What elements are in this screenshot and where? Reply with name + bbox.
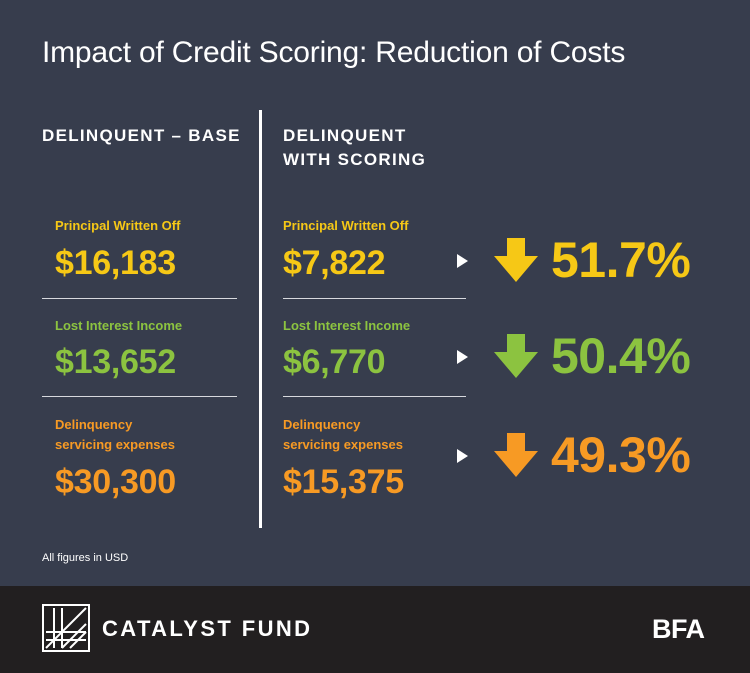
row-divider-left-2 (42, 396, 237, 397)
row1-scoring-value: $7,822 (283, 244, 386, 282)
row2-reduction-percent: 50.4% (551, 328, 691, 384)
column-header-scoring: DELINQUENT WITH SCORING (283, 124, 426, 172)
row3-base-label: Delinquency servicing expenses (55, 415, 175, 455)
row3-scoring-value: $15,375 (283, 463, 404, 501)
column-header-scoring-line1: DELINQUENT (283, 126, 407, 145)
row-divider-right-1 (283, 298, 466, 299)
triangle-right-icon (457, 449, 468, 463)
column-divider (259, 110, 262, 528)
footer: CATALYST FUND BFA (0, 586, 750, 673)
page-title: Impact of Credit Scoring: Reduction of C… (42, 36, 626, 69)
arrow-down-icon (494, 334, 538, 378)
column-header-scoring-line2: WITH SCORING (283, 150, 427, 169)
arrow-down-icon (494, 433, 538, 477)
arrow-down-icon (494, 238, 538, 282)
row2-base-label: Lost Interest Income (55, 318, 183, 333)
row1-scoring-label: Principal Written Off (283, 218, 409, 233)
triangle-right-icon (457, 350, 468, 364)
row-divider-left-1 (42, 298, 237, 299)
row-divider-right-2 (283, 396, 466, 397)
partner-logo: BFA (652, 614, 705, 644)
row3-scoring-label-line1: Delinquency (283, 417, 361, 432)
row1-base-label: Principal Written Off (55, 218, 181, 233)
row3-scoring-label-line2: servicing expenses (283, 437, 403, 452)
brand-name: CATALYST FUND (102, 616, 313, 641)
row3-reduction-percent: 49.3% (551, 427, 691, 483)
row2-scoring-label: Lost Interest Income (283, 318, 411, 333)
row3-base-label-line1: Delinquency (55, 417, 133, 432)
row3-base-label-line2: servicing expenses (55, 437, 175, 452)
row3-scoring-label: Delinquency servicing expenses (283, 415, 403, 455)
row2-base-value: $13,652 (55, 343, 176, 381)
footnote: All figures in USD (42, 552, 129, 564)
row2-scoring-value: $6,770 (283, 343, 386, 381)
row1-base-value: $16,183 (55, 244, 176, 282)
row1-reduction-percent: 51.7% (551, 232, 691, 288)
triangle-right-icon (457, 254, 468, 268)
catalyst-fund-logo-icon (42, 604, 90, 652)
row3-base-value: $30,300 (55, 463, 176, 501)
column-header-base: DELINQUENT – BASE (42, 126, 241, 145)
